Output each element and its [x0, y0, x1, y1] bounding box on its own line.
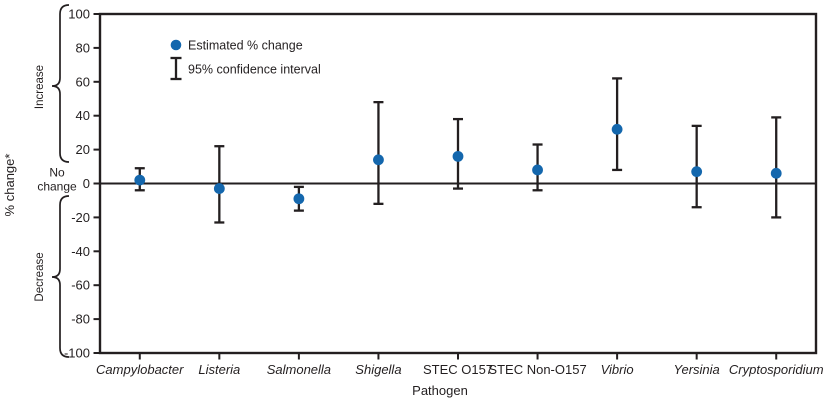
legend-estimate-label: Estimated % change: [188, 39, 303, 53]
x-tick-label: STEC Non-O157: [488, 362, 586, 377]
x-tick-label: Salmonella: [267, 362, 331, 377]
x-tick-label: Cryptosporidium: [729, 362, 824, 377]
x-tick-label: Shigella: [355, 362, 401, 377]
y-tick-label: -20: [71, 210, 90, 225]
decrease-brace: [51, 195, 70, 358]
no-change-label-line1: No: [49, 166, 65, 180]
confidence-interval-icon: [170, 56, 182, 81]
y-tick-label: -80: [71, 312, 90, 327]
y-tick-label: -40: [71, 244, 90, 259]
decrease-label: Decrease: [34, 252, 46, 301]
x-tick-label: Vibrio: [601, 362, 634, 377]
estimate-dot-icon: [170, 39, 182, 51]
estimate-dot: [373, 154, 384, 166]
x-tick-label: Yersinia: [674, 362, 720, 377]
x-tick-label: Campylobacter: [96, 362, 184, 377]
estimate-dot: [213, 183, 225, 194]
y-tick-label: 60: [76, 74, 90, 89]
y-axis-title: % change*: [2, 154, 17, 217]
y-tick-label: 20: [76, 142, 90, 157]
x-axis-title: Pathogen: [412, 383, 468, 398]
no-change-label-line2: change: [37, 180, 77, 194]
legend-ci-label: 95% confidence interval: [188, 63, 321, 77]
y-tick-label: 0: [83, 176, 90, 191]
increase-brace: [51, 4, 70, 163]
estimate-dot: [691, 166, 703, 178]
y-tick-label: 80: [76, 40, 90, 55]
confidence-interval-bar: [771, 116, 782, 219]
estimate-dot: [293, 193, 305, 205]
estimate-dot: [452, 150, 464, 162]
y-tick-label: -100: [64, 346, 90, 361]
estimate-dot: [134, 174, 146, 186]
confidence-interval-bar: [373, 100, 384, 205]
increase-label: Increase: [34, 65, 46, 109]
y-tick-label: -60: [71, 278, 90, 293]
x-tick-label: Listeria: [198, 362, 240, 377]
x-tick-label: STEC O157: [423, 362, 493, 377]
estimate-dot: [611, 123, 623, 135]
y-tick-label: 100: [68, 7, 90, 22]
estimate-dot: [532, 164, 543, 176]
estimate-dot: [770, 167, 782, 179]
y-tick-label: 40: [76, 108, 90, 123]
